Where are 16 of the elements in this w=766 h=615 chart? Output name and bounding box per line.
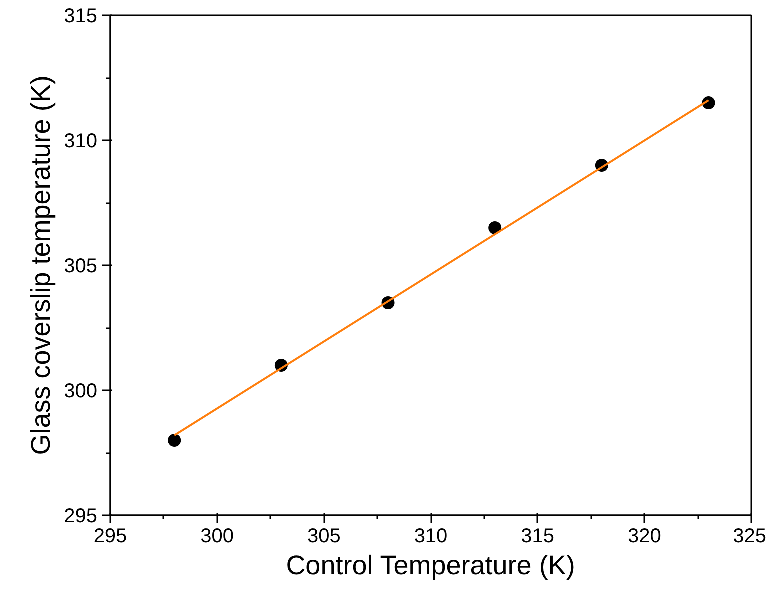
y-tick-label: 300 [64, 380, 98, 402]
x-tick-label: 310 [414, 526, 448, 548]
x-tick-label: 305 [307, 526, 341, 548]
x-tick-label: 300 [200, 526, 234, 548]
x-tick-label: 325 [733, 526, 766, 548]
y-axis-title: Glass coverslip temperature (K) [26, 76, 56, 456]
x-tick-label: 295 [94, 526, 128, 548]
x-tick-label: 320 [628, 526, 662, 548]
point [488, 222, 502, 234]
x-axis-title: Control Temperature (K) [286, 550, 576, 580]
y-tick-label: 310 [64, 130, 98, 152]
x-tick-label: 315 [521, 526, 555, 548]
y-tick-label: 305 [64, 256, 98, 278]
point [168, 434, 182, 447]
y-tick-label: 315 [64, 6, 98, 28]
y-tick-label: 295 [64, 506, 98, 528]
